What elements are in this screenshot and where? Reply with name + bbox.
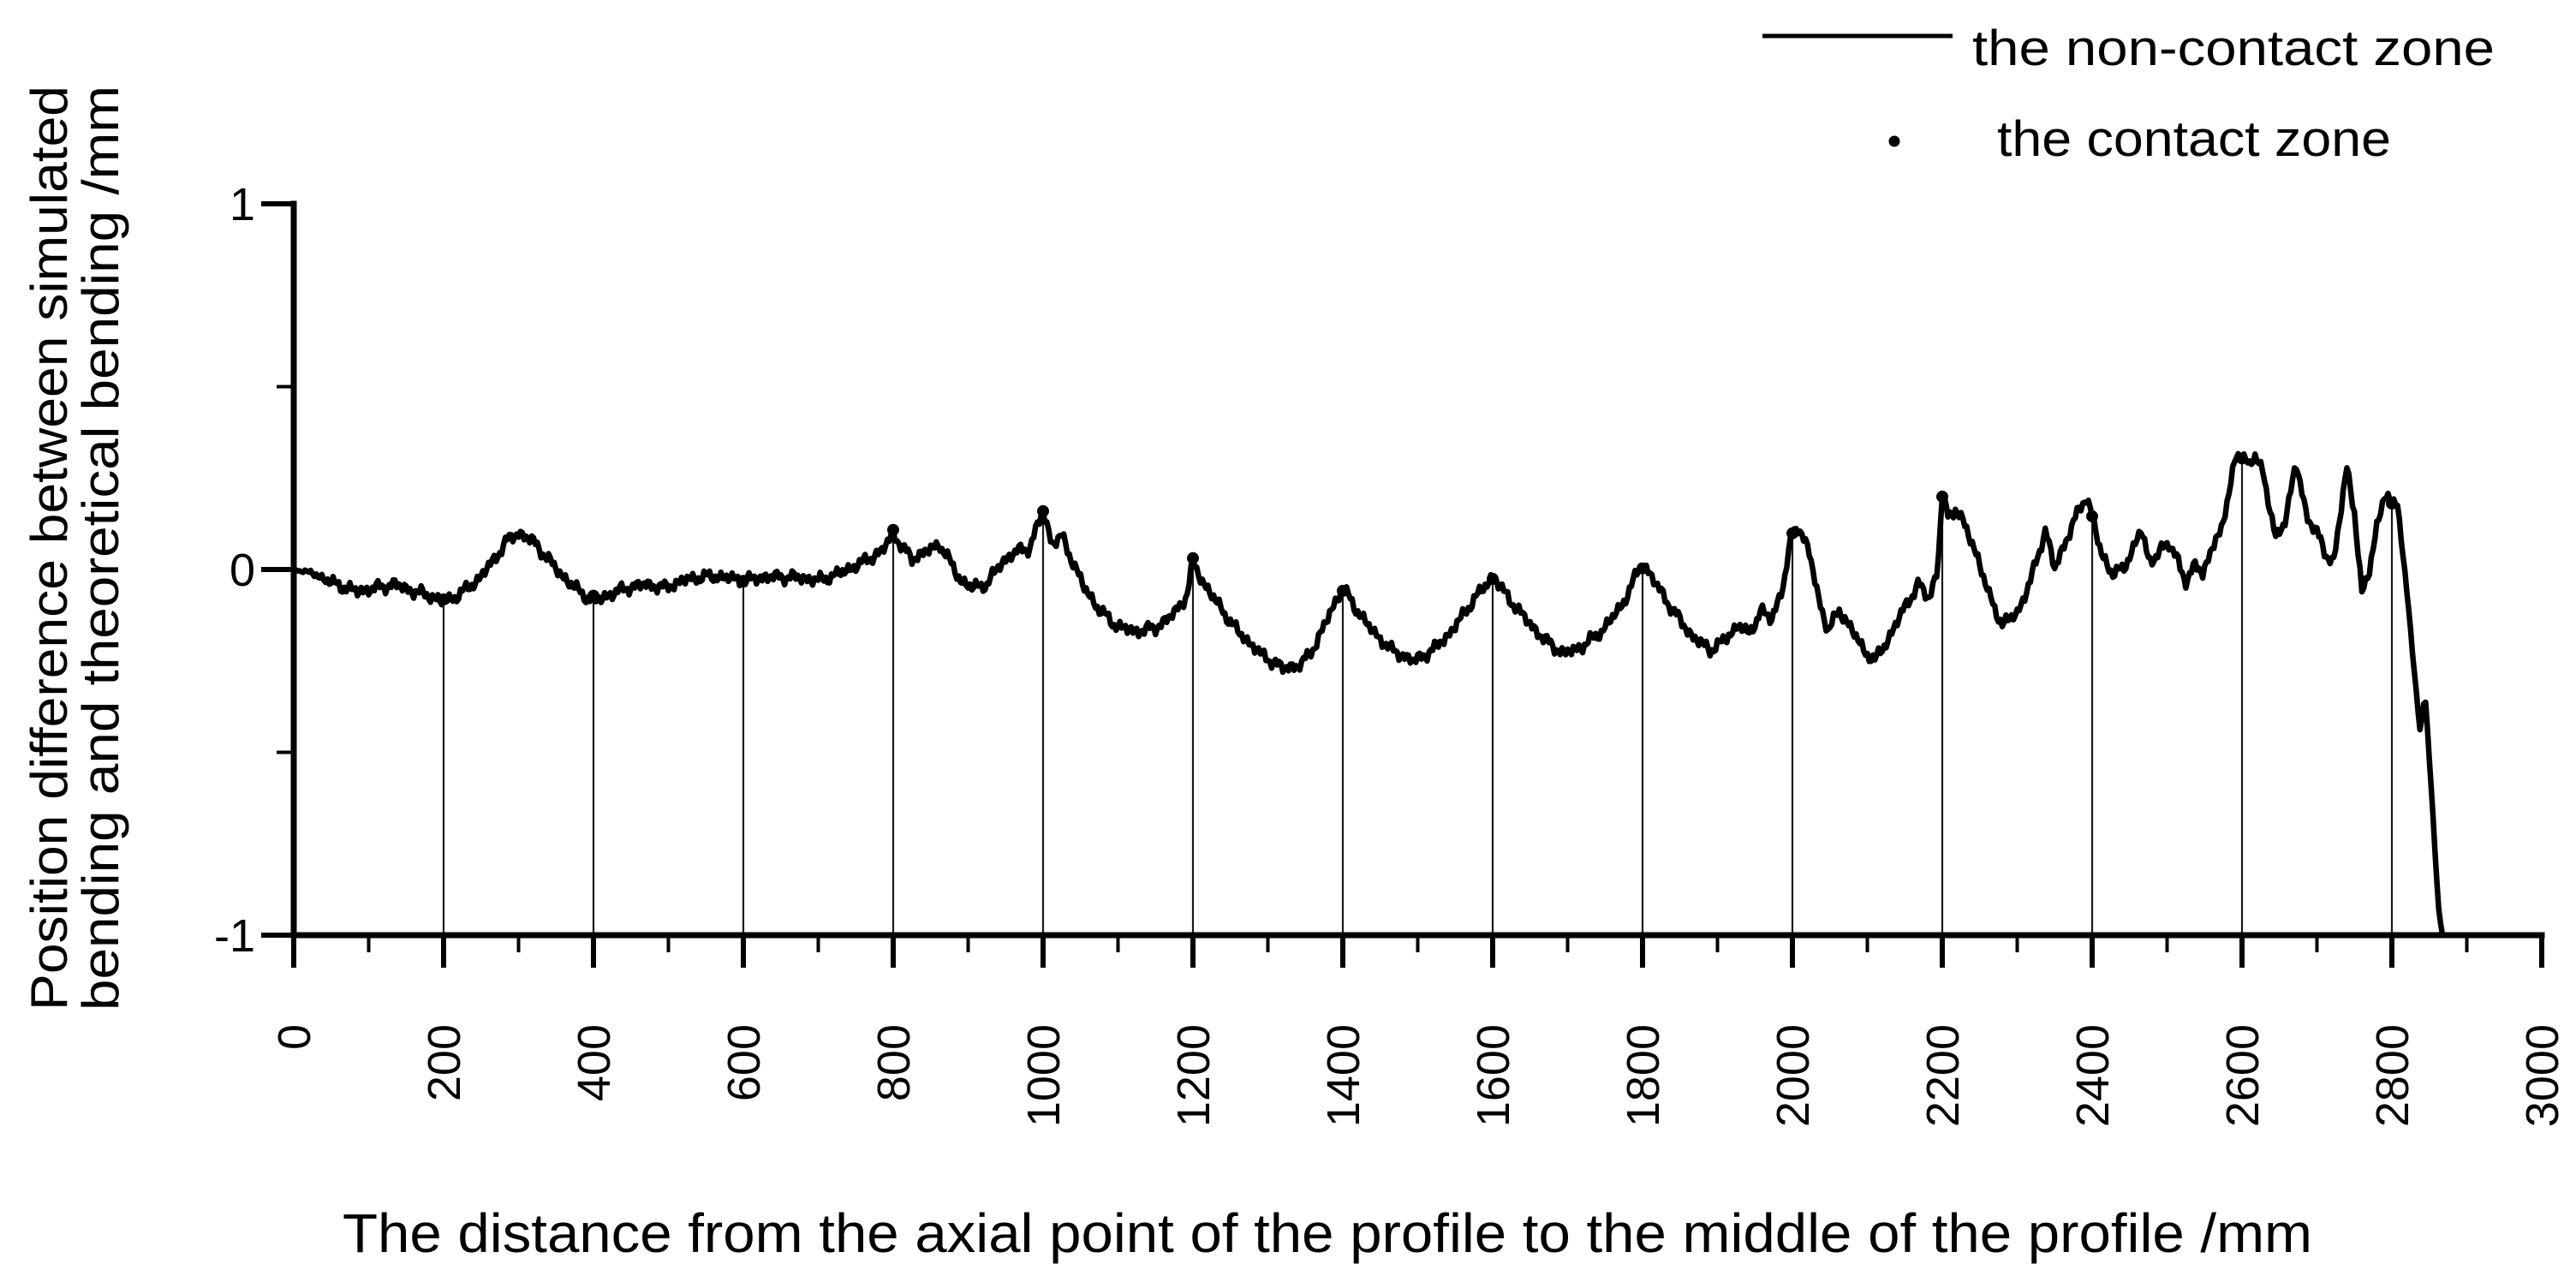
x-tick-label: 0 [269, 1024, 320, 1050]
contact-dot [438, 593, 450, 605]
x-tick-label: 2200 [1917, 1024, 1969, 1127]
drop-lines-group [442, 458, 2394, 935]
x-tick-label: 2600 [2217, 1024, 2269, 1127]
contact-dot [1786, 527, 1798, 540]
x-tick-label: 1800 [1618, 1024, 1669, 1127]
ticks-group [261, 201, 2544, 968]
y-tick-label: 0 [230, 545, 255, 596]
contact-dot [2086, 510, 2098, 522]
x-tick-label: 200 [419, 1024, 470, 1101]
y-axis-title-line-1: Position difference between simulated [21, 86, 78, 1011]
contact-dot [1337, 584, 1349, 597]
x-tick-label: 2400 [2067, 1024, 2119, 1127]
axis-titles-group: The distance from the axial point of the… [21, 86, 2312, 1264]
contact-dot [1187, 552, 1199, 564]
x-tick-label: 400 [569, 1024, 620, 1101]
series-line-group [290, 450, 2451, 939]
y-axis-title-line-2: bending and theoretical bending /mm [72, 86, 129, 1011]
contact-dot [737, 575, 749, 587]
contact-dot [2236, 452, 2248, 465]
legend-label: the non-contact zone [1972, 21, 2495, 76]
contact-dot [1487, 572, 1499, 585]
x-tick-label: 1000 [1018, 1024, 1070, 1127]
x-tick-label: 3000 [2517, 1024, 2568, 1127]
x-tick-label: 1600 [1468, 1024, 1519, 1127]
contact-dot [887, 523, 899, 536]
contact-dots-group [438, 452, 2398, 605]
y-tick-label: -1 [214, 910, 255, 962]
x-tick-label: 600 [719, 1024, 770, 1101]
contact-dot [1936, 490, 1948, 503]
x-axis-title: The distance from the axial point of the… [343, 1202, 2312, 1264]
x-tick-label: 2800 [2367, 1024, 2418, 1127]
contact-dot [1037, 504, 1049, 517]
x-tick-label: 2000 [1768, 1024, 1819, 1127]
y-tick-label: 1 [230, 179, 255, 230]
tick-labels-group: 1 0 -1 0 200 400 600 800 1000 1200 1400 1600 1800 200… [214, 179, 2568, 1127]
x-tick-label: 800 [868, 1024, 920, 1101]
legend-dot-icon [1888, 135, 1900, 147]
contact-dot [2386, 498, 2398, 510]
x-tick-label: 1400 [1318, 1024, 1369, 1127]
legend-label: the contact zone [1997, 111, 2391, 167]
x-tick-label: 1200 [1168, 1024, 1219, 1127]
legend: the non-contact zone the contact zone [1762, 21, 2495, 167]
series-line-non-contact-zone [290, 450, 2451, 939]
contact-dot [1637, 562, 1649, 575]
contact-dot [587, 589, 599, 602]
